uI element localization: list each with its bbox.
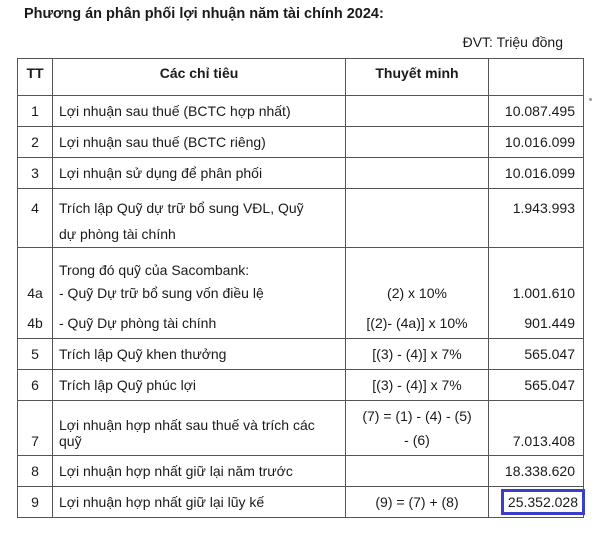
- row-note: [345, 455, 489, 487]
- row-tt: [17, 247, 53, 278]
- header-tt: TT: [17, 58, 53, 96]
- highlighted-total: 25.352.028: [500, 489, 585, 515]
- table-row: 7 Lợi nhuận hợp nhất sau thuế và trích cá…: [17, 400, 584, 456]
- row-tt: 2: [17, 126, 53, 158]
- row-note: [(2)- (4a)] x 10%: [345, 308, 489, 339]
- table-row: 4 Trích lập Quỹ dự trữ bổ sung VĐL, Quỹ d…: [17, 188, 584, 248]
- row-tt: 7: [17, 400, 53, 456]
- document-title: Phương án phân phối lợi nhuận năm tài ch…: [24, 6, 384, 22]
- header-note: Thuyết minh: [345, 58, 489, 96]
- row-value: 7.013.408: [488, 400, 584, 456]
- row-tt: 6: [17, 369, 53, 401]
- row-tt: 3: [17, 157, 53, 189]
- row-tt: 5: [17, 338, 53, 370]
- profit-distribution-table: TT Các chỉ tiêu Thuyết minh 1 Lợi nhuận s…: [17, 58, 585, 518]
- table-row: 1 Lợi nhuận sau thuế (BCTC hợp nhất) 10.08…: [17, 95, 584, 127]
- table-row: 4b - Quỹ Dự phòng tài chính [(2)- (4a)] x …: [17, 308, 584, 339]
- row-note: [345, 95, 489, 127]
- row-value: 565.047: [488, 369, 584, 401]
- row-tt: 4b: [17, 308, 53, 339]
- row-value: 18.338.620: [488, 455, 584, 487]
- row-note: [345, 247, 489, 278]
- row-item: - Quỹ Dự phòng tài chính: [52, 308, 346, 339]
- row-note: (9) = (7) + (8): [345, 486, 489, 518]
- row-note: [345, 126, 489, 158]
- row-value: 25.352.028: [488, 486, 585, 518]
- row-note: (2) x 10%: [345, 278, 489, 308]
- table-row: 5 Trích lập Quỹ khen thưởng [(3) - (4)] x …: [17, 338, 584, 370]
- table-row: Trong đó quỹ của Sacombank:: [17, 247, 584, 278]
- row-note: [345, 188, 489, 248]
- row-value: [488, 247, 584, 278]
- row-item: Lợi nhuận sử dụng để phân phối: [52, 157, 346, 189]
- row-item: Lợi nhuận hợp nhất giữ lại lũy kế: [52, 486, 346, 518]
- row-item: - Quỹ Dự trữ bổ sung vốn điều lệ: [52, 278, 346, 308]
- table-row: 2 Lợi nhuận sau thuế (BCTC riêng) 10.016.0…: [17, 126, 584, 158]
- row-item: Lợi nhuận hợp nhất sau thuế và trích các…: [52, 400, 346, 456]
- row-item: Lợi nhuận sau thuế (BCTC hợp nhất): [52, 95, 346, 127]
- table-row: 8 Lợi nhuận hợp nhất giữ lại năm trước 18.…: [17, 455, 584, 487]
- row-note: [345, 157, 489, 189]
- row-value: 1.001.610: [488, 278, 584, 308]
- scan-speck: [589, 98, 592, 101]
- row-tt: 4a: [17, 278, 53, 308]
- row-item: Trong đó quỹ của Sacombank:: [52, 247, 346, 278]
- row-value: 10.016.099: [488, 126, 584, 158]
- row-item: Trích lập Quỹ phúc lợi: [52, 369, 346, 401]
- row-item: Trích lập Quỹ dự trữ bổ sung VĐL, Quỹ dự…: [52, 188, 346, 248]
- row-tt: 9: [17, 486, 53, 518]
- unit-label: ĐVT: Triệu đồng: [462, 34, 563, 50]
- row-item: Trích lập Quỹ khen thưởng: [52, 338, 346, 370]
- row-note: [(3) - (4)] x 7%: [345, 338, 489, 370]
- header-value: [488, 58, 584, 96]
- row-value: 10.087.495: [488, 95, 584, 127]
- table-row: 3 Lợi nhuận sử dụng để phân phối 10.016.09…: [17, 157, 584, 189]
- header-item: Các chỉ tiêu: [52, 58, 346, 96]
- table-row: 4a - Quỹ Dự trữ bổ sung vốn điều lệ (2) x …: [17, 278, 584, 308]
- row-value: 565.047: [488, 338, 584, 370]
- row-tt: 8: [17, 455, 53, 487]
- row-item: Lợi nhuận hợp nhất giữ lại năm trước: [52, 455, 346, 487]
- row-tt: 4: [17, 188, 53, 248]
- row-value: 901.449: [488, 308, 584, 339]
- table-row: 6 Trích lập Quỹ phúc lợi [(3) - (4)] x 7% 5…: [17, 369, 584, 401]
- table-row: 9 Lợi nhuận hợp nhất giữ lại lũy kế (9) = …: [17, 486, 585, 518]
- row-value: 10.016.099: [488, 157, 584, 189]
- row-note: [(3) - (4)] x 7%: [345, 369, 489, 401]
- row-value: 1.943.993: [488, 188, 584, 248]
- row-tt: 1: [17, 95, 53, 127]
- table-header: TT Các chỉ tiêu Thuyết minh: [17, 58, 584, 96]
- row-item: Lợi nhuận sau thuế (BCTC riêng): [52, 126, 346, 158]
- row-note: (7) = (1) - (4) - (5) - (6): [345, 400, 489, 456]
